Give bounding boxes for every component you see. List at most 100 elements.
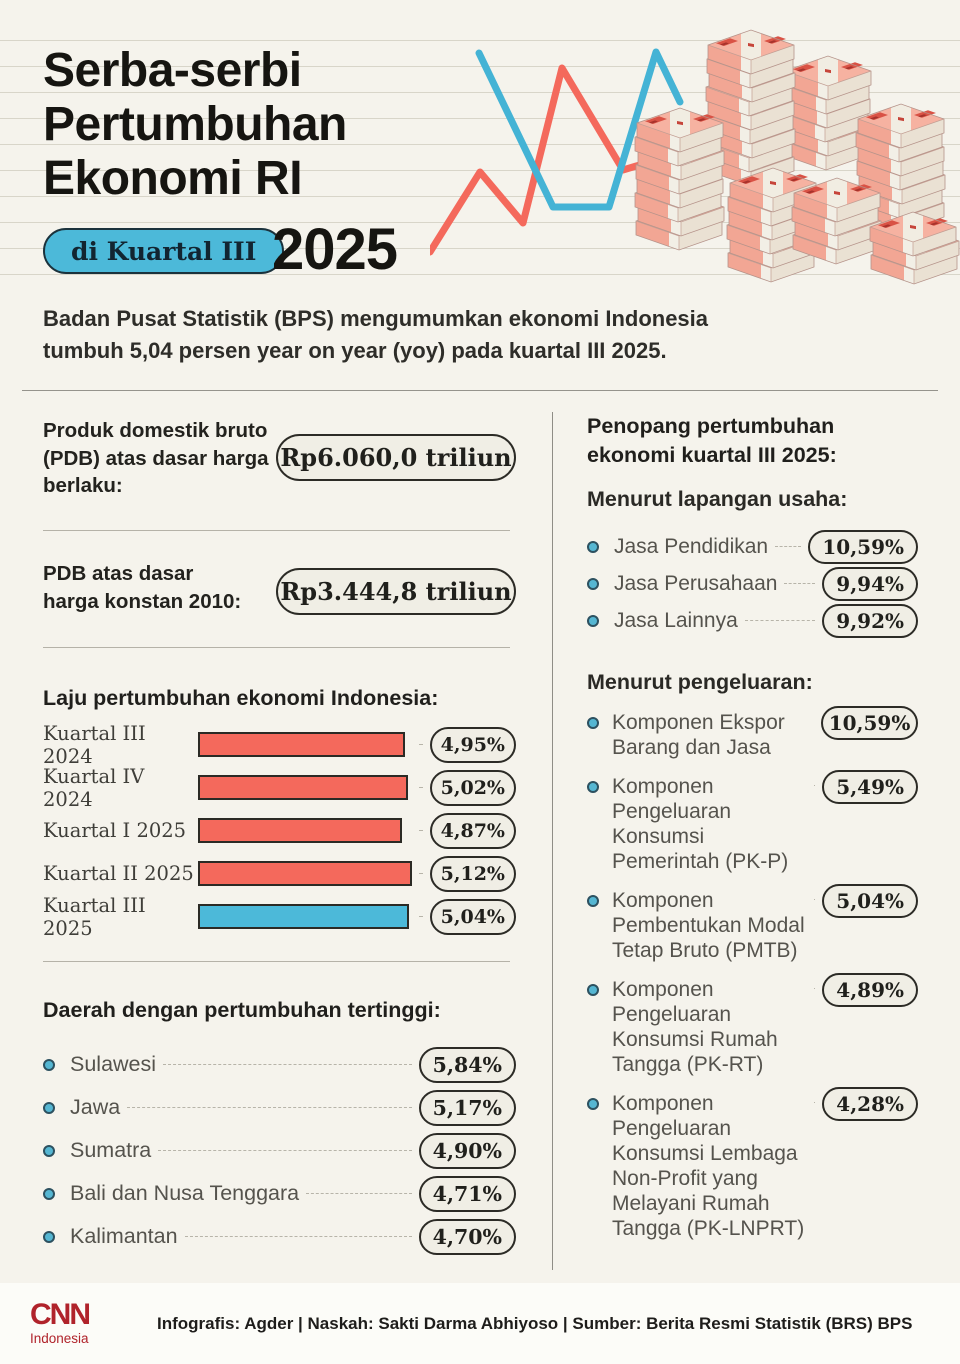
divider [22, 390, 938, 391]
bar [198, 861, 412, 886]
industry-label: Jasa Lainnya [614, 608, 738, 632]
bar-track [198, 732, 412, 757]
bullet-icon [587, 895, 599, 907]
footer: CNN Indonesia Infografis: Agder | Naskah… [0, 1283, 960, 1364]
bar-track [198, 861, 412, 886]
gdp-value-pill: Rp3.444,8 triliun [276, 568, 516, 615]
dashed-leader [419, 744, 423, 745]
title-line: Pertumbuhan [43, 98, 347, 151]
gdp-value-pill: Rp6.060,0 triliun [276, 434, 516, 481]
expenditure-label: Komponen Pembentukan Modal Tetap Bruto (… [612, 889, 805, 962]
intro-text: Badan Pusat Statistik (BPS) mengumumkan … [43, 306, 709, 363]
dashed-leader [744, 620, 816, 621]
bar-category: Kuartal II 2025 [43, 862, 194, 885]
expenditure-label: Komponen Pengeluaran Konsumsi Rumah Tang… [612, 978, 778, 1076]
bullet-icon [587, 1098, 599, 1110]
credits-text: Infografis: Agder | Naskah: Sakti Darma … [157, 1314, 913, 1333]
value-pill: 5,17% [418, 1089, 516, 1126]
expenditure-label: Komponen Ekspor Barang dan Jasa [612, 711, 785, 759]
region-label: Jawa [70, 1095, 121, 1119]
supporters-title: Penopang pertumbuhan ekonomi kuartal III… [587, 414, 837, 467]
quarter-badge: di Kuartal III [43, 228, 285, 274]
expenditure-label: Komponen Pengeluaran Konsumsi Pemerintah… [612, 775, 789, 873]
bullet-icon [587, 577, 599, 590]
dashed-leader [184, 1236, 412, 1237]
list-item: Jasa Pendidikan 10,59% [587, 528, 918, 565]
value-pill: 9,94% [822, 566, 918, 601]
value-pill: 5,12% [429, 855, 516, 892]
list-item: Sumatra 4,90% [43, 1129, 516, 1172]
bullet-icon [587, 614, 599, 627]
bullet-icon [587, 781, 599, 793]
region-label: Sulawesi [70, 1052, 157, 1076]
title-line: Ekonomi RI [43, 152, 303, 205]
gdp-current-price-block: Produk domestik bruto (PDB) atas dasar h… [43, 417, 516, 500]
bar [198, 818, 402, 843]
list-item: Jasa Perusahaan 9,94% [587, 565, 918, 602]
cnn-indonesia-logo: CNN Indonesia [30, 1298, 91, 1346]
gdp-constant-price-block: PDB atas dasar harga konstan 2010: Rp3.4… [43, 560, 516, 615]
dashed-leader [306, 1193, 412, 1194]
value-pill: 4,71% [418, 1175, 516, 1212]
growth-bar-chart: Kuartal III 2024 4,95% Kuartal IV 2024 5… [43, 721, 516, 940]
by-expenditure-title: Menurut pengeluaran: [587, 670, 813, 694]
value-pill: 5,02% [429, 769, 516, 806]
value-pill: 10,59% [821, 706, 918, 740]
region-label: Bali dan Nusa Tenggara [70, 1181, 300, 1205]
bullet-icon [587, 984, 599, 996]
bar-row: Kuartal II 2025 5,12% [43, 852, 516, 895]
bullet-icon [43, 1187, 55, 1200]
value-pill: 4,90% [418, 1132, 516, 1169]
dashed-leader [814, 1102, 816, 1103]
value-pill: 5,04% [822, 884, 918, 918]
bullet-icon [43, 1230, 55, 1243]
column-divider [552, 412, 553, 1270]
growth-chart-title: Laju pertumbuhan ekonomi Indonesia: [43, 686, 439, 710]
value-pill: 4,28% [822, 1087, 918, 1121]
industry-label: Jasa Pendidikan [614, 534, 769, 558]
regions-title: Daerah dengan pertumbuhan tertinggi: [43, 998, 441, 1022]
region-label: Sumatra [70, 1138, 152, 1162]
region-label: Kalimantan [70, 1224, 178, 1248]
bullet-icon [43, 1101, 55, 1114]
page-title: Serba-serbi Pertumbuhan Ekonomi RI [43, 44, 347, 206]
dashed-leader [814, 785, 816, 786]
value-pill: 4,95% [429, 726, 516, 763]
list-item: Komponen Pembentukan Modal Tetap Bruto (… [587, 884, 918, 963]
bar-category: Kuartal III 2024 [43, 721, 146, 768]
bar-track [198, 818, 412, 843]
gdp-label: PDB atas dasar harga konstan 2010: [43, 562, 242, 613]
bar-category: Kuartal IV 2024 [43, 764, 145, 811]
expenditure-list: Komponen Ekspor Barang dan Jasa 10,59% K… [587, 706, 918, 1255]
value-pill: 5,84% [418, 1046, 516, 1083]
value-pill: 4,87% [429, 812, 516, 849]
bar-row: Kuartal I 2025 4,87% [43, 809, 516, 852]
divider [43, 647, 510, 648]
bar-category: Kuartal III 2025 [43, 893, 146, 940]
dashed-leader [814, 988, 816, 989]
bullet-icon [587, 540, 599, 553]
by-industry-title: Menurut lapangan usaha: [587, 487, 848, 511]
cnn-logo-text: CNN [30, 1298, 91, 1331]
title-line: Serba-serbi [43, 44, 302, 97]
bar [198, 904, 409, 929]
list-item: Komponen Pengeluaran Konsumsi Rumah Tang… [587, 973, 918, 1077]
bullet-icon [587, 717, 599, 729]
regions-list: Sulawesi 5,84% Jawa 5,17% Sumatra 4,90% … [43, 1043, 516, 1258]
bar [198, 775, 408, 800]
cnn-logo-subtext: Indonesia [30, 1331, 89, 1346]
bar-row: Kuartal III 2025 5,04% [43, 893, 516, 940]
dashed-leader [419, 787, 423, 788]
bar-category: Kuartal I 2025 [43, 819, 187, 842]
list-item: Kalimantan 4,70% [43, 1215, 516, 1258]
expenditure-label: Komponen Pengeluaran Konsumsi Lembaga No… [612, 1092, 805, 1240]
bar-row: Kuartal III 2024 4,95% [43, 721, 516, 768]
value-pill: 5,04% [429, 898, 516, 935]
bullet-icon [43, 1058, 55, 1071]
dashed-leader [775, 546, 802, 547]
gdp-label: Produk domestik bruto (PDB) atas dasar h… [43, 419, 269, 497]
dashed-leader [163, 1064, 412, 1065]
year-label: 2025 [272, 217, 398, 282]
value-pill: 4,89% [822, 973, 918, 1007]
